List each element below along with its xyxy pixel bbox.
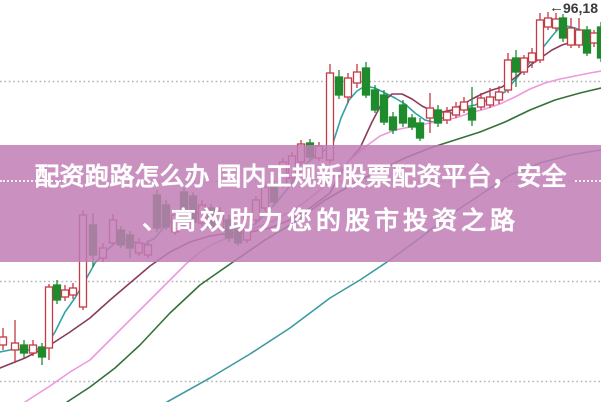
- promo-text-line2: 、高效助力您的股市投资之路: [141, 207, 519, 235]
- gridline-overlay-right: [575, 180, 601, 182]
- last-price-callout: ← 96,18: [548, 0, 598, 16]
- gridline-overlay-left: [0, 180, 64, 182]
- promo-text-line1: 配资跑路怎么办 国内正规新股票配资平台，安全: [34, 163, 567, 191]
- arrow-left-icon: ←: [548, 0, 564, 16]
- last-price-value: 96,18: [562, 0, 598, 16]
- promo-banner: 配资跑路怎么办 国内正规新股票配资平台，安全 、高效助力您的股市投资之路: [0, 145, 601, 262]
